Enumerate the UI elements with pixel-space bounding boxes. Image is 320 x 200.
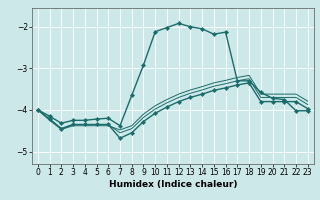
X-axis label: Humidex (Indice chaleur): Humidex (Indice chaleur): [108, 180, 237, 189]
